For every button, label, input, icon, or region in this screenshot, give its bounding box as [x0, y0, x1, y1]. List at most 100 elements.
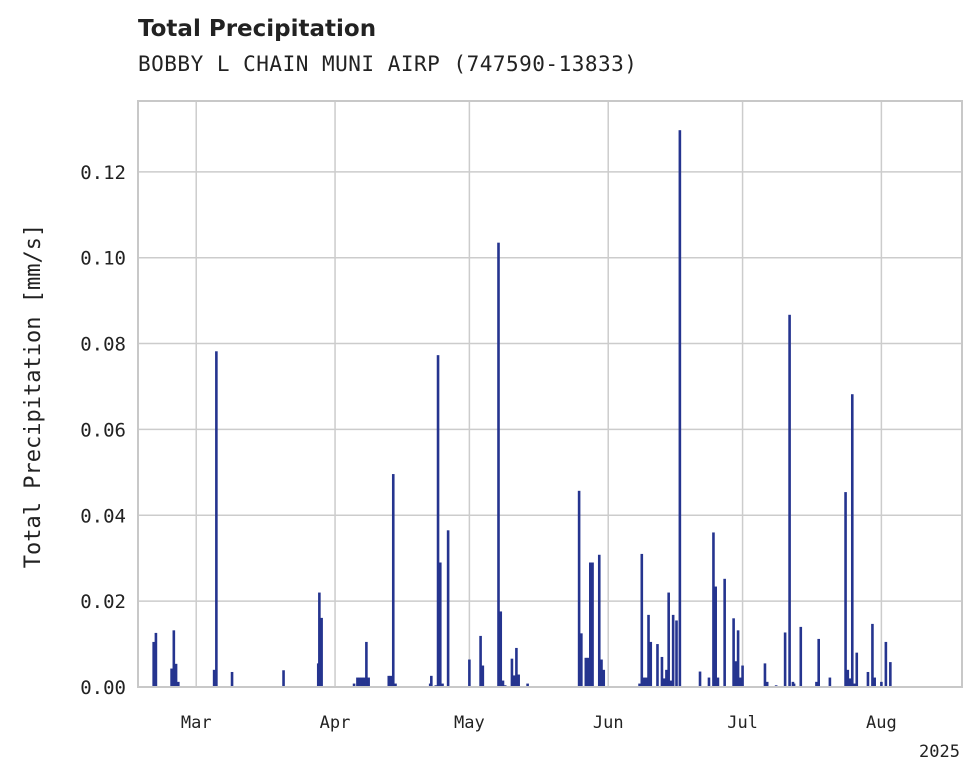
precipitation-bar [446, 530, 450, 687]
precipitation-bar [669, 680, 673, 687]
precipitation-bar [889, 662, 892, 687]
precipitation-bar [871, 623, 874, 687]
precipitation-bar [846, 669, 850, 687]
precipitation-bar [707, 677, 711, 687]
precipitation-bar [678, 130, 682, 687]
precipitation-bar [873, 677, 876, 687]
x-tick-label: Aug [866, 713, 897, 733]
precipitation-bar [586, 657, 590, 687]
precipitation-bar [515, 647, 518, 687]
precipitation-bar [589, 562, 592, 687]
x-tick-label: Mar [181, 713, 212, 733]
precipitation-bar [526, 683, 529, 687]
y-tick-label: 0.06 [80, 419, 126, 441]
precipitation-bar [152, 641, 155, 687]
precipitation-bar [320, 617, 323, 687]
y-tick-label: 0.12 [80, 162, 126, 184]
precipitation-bar [765, 681, 769, 687]
y-tick-label: 0.02 [80, 591, 126, 613]
precipitation-bar [170, 668, 173, 687]
precipitation-bar [282, 670, 285, 687]
y-tick-label: 0.04 [80, 505, 126, 527]
grid-lines [138, 101, 962, 688]
precipitation-bar [848, 678, 852, 687]
precipitation-bar [602, 669, 606, 687]
y-axis-ticks: 0.00 0.02 0.04 0.06 0.08 0.10 0.12 [80, 162, 126, 699]
precipitation-bar [365, 641, 368, 687]
y-axis-label: Total Precipitation [mm/s] [21, 224, 46, 568]
precipitation-bar [367, 677, 370, 687]
precipitation-bar [591, 562, 594, 687]
precipitation-bar [172, 630, 176, 687]
precipitation-bar [481, 665, 485, 687]
precipitation-bar [732, 618, 735, 687]
precipitation-bar [880, 681, 883, 687]
precipitation-bar [318, 592, 321, 687]
precipitation-bar [638, 683, 641, 687]
precipitation-bar [671, 614, 675, 687]
precipitation-bar [640, 553, 644, 687]
y-tick-label: 0.00 [80, 677, 126, 699]
precipitation-bar [510, 658, 514, 687]
precipitation-bar [817, 638, 820, 687]
precipitation-bar [739, 677, 742, 687]
precipitation-bar [154, 632, 158, 687]
year-label: 2025 [919, 742, 960, 762]
precipitation-bar [389, 675, 393, 687]
precipitation-bar [436, 355, 440, 687]
precipitation-bar [352, 683, 356, 687]
precipitation-bar [644, 677, 648, 687]
precipitation-bar [577, 490, 581, 687]
precipitation-bar [430, 675, 433, 687]
precipitation-bar [497, 242, 500, 687]
precipitation-bar [356, 677, 359, 687]
precipitation-bar [866, 671, 870, 687]
precipitation-bar [660, 656, 664, 687]
bars [152, 130, 892, 687]
x-tick-label: May [454, 713, 485, 733]
precipitation-bar [391, 474, 395, 687]
precipitation-bar [665, 669, 668, 687]
precipitation-bar [517, 674, 520, 687]
chart-title: Total Precipitation [138, 16, 377, 42]
precipitation-bar [360, 677, 364, 687]
precipitation-bar [647, 614, 650, 687]
precipitation-bar [853, 683, 856, 687]
precipitation-bar [501, 680, 505, 687]
precipitation-bar [512, 675, 516, 687]
x-tick-label: Jun [593, 713, 624, 733]
precipitation-bar [600, 659, 603, 687]
precipitation-bar [850, 394, 854, 687]
precipitation-bar [174, 663, 178, 687]
precipitation-bar [734, 661, 738, 687]
y-tick-label: 0.08 [80, 334, 126, 356]
y-tick-label: 0.10 [80, 248, 126, 270]
precipitation-bar [736, 630, 740, 687]
precipitation-bar [723, 578, 726, 687]
precipitation-bar [468, 659, 471, 687]
precipitation-bar [855, 652, 859, 687]
precipitation-bar [714, 586, 717, 687]
precipitation-bar [362, 677, 366, 687]
precipitation-bar [649, 641, 653, 687]
precipitation-bar [580, 633, 583, 687]
precipitation-bar [675, 620, 678, 687]
precipitation-bar [884, 641, 888, 687]
precipitation-bar [763, 663, 767, 687]
x-axis-ticks: Mar Apr May Jun Jul Aug [181, 713, 897, 733]
precipitation-bar [438, 562, 442, 687]
precipitation-bar [642, 677, 646, 687]
precipitation-bar [584, 657, 588, 687]
precipitation-bar [358, 677, 361, 687]
precipitation-bar [479, 635, 482, 687]
precipitation-bar [656, 644, 659, 687]
x-tick-label: Jul [727, 713, 758, 733]
precipitation-bar [441, 683, 444, 687]
plot-frame [137, 100, 963, 688]
precipitation-bar [215, 351, 218, 687]
precipitation-bar [716, 677, 720, 687]
precipitation-bar [387, 675, 391, 687]
precipitation-bar [698, 671, 702, 687]
x-tick-label: Apr [320, 713, 351, 733]
